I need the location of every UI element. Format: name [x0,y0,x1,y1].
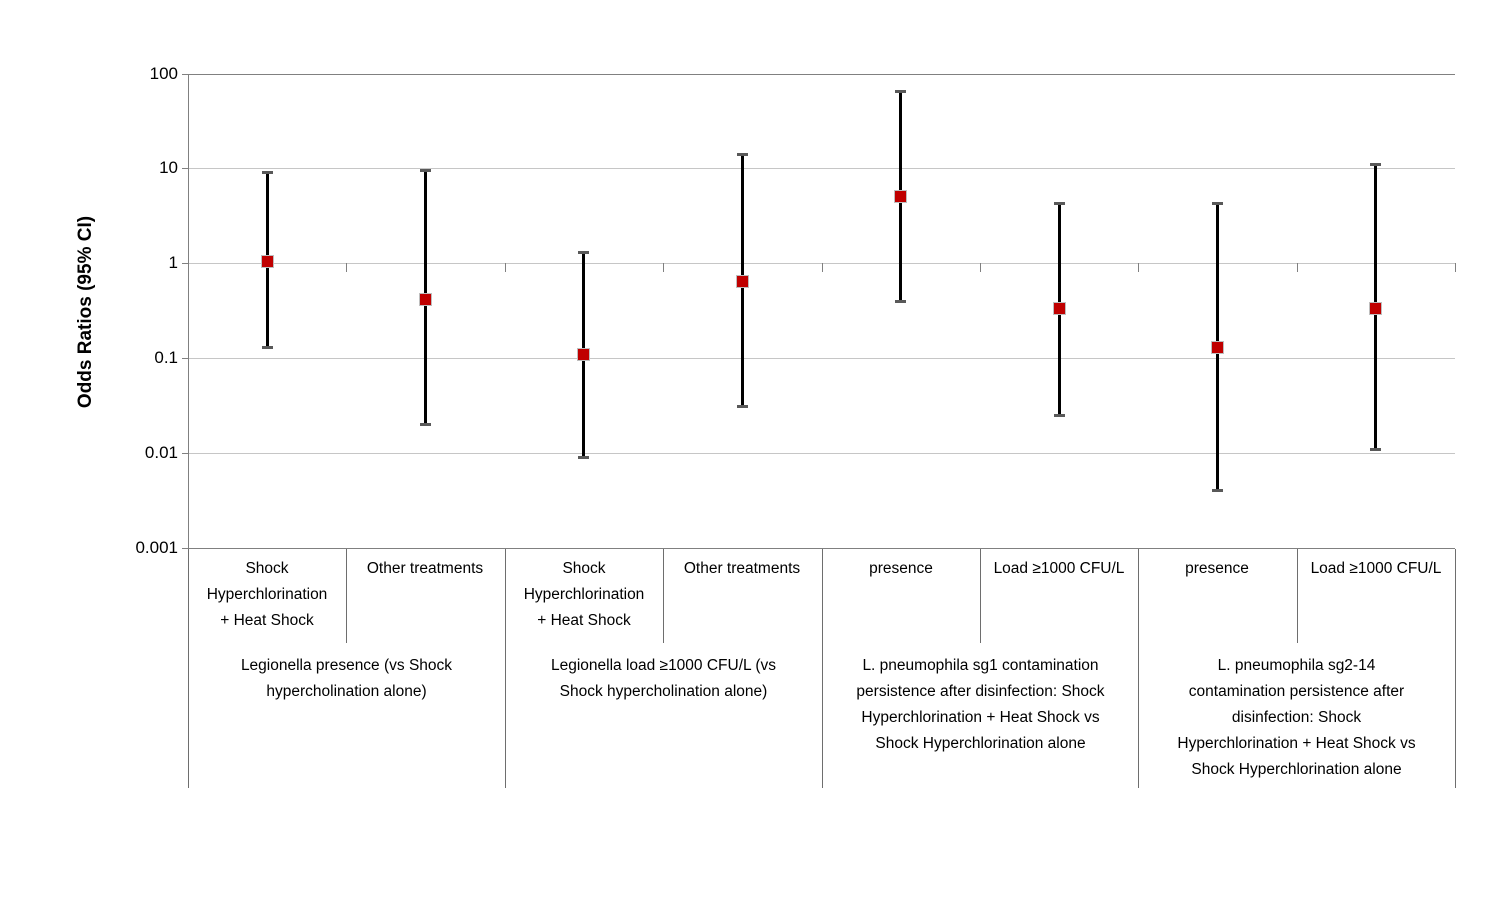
gridline [188,453,1455,454]
ci-cap-top [737,153,748,156]
odds-ratio-marker [736,275,749,288]
category-divider [980,549,981,643]
ci-cap-top [1370,163,1381,166]
y-tick-label: 10 [159,158,178,177]
category-axis-tick [1297,263,1298,272]
odds-ratio-marker [577,348,590,361]
category-divider [663,549,664,643]
ci-cap-bottom [895,300,906,303]
category-label: Load ≥1000 CFU/L [1310,560,1442,577]
odds-ratio-marker [894,190,907,203]
group-divider [1455,549,1456,788]
gridline [188,358,1455,359]
ci-cap-top [262,171,273,174]
plot-top-border [188,74,1455,75]
y-axis-tick [182,168,188,169]
category-axis-tick [663,263,664,272]
group-divider [505,549,506,788]
gridline [188,168,1455,169]
odds-ratio-marker [1053,302,1066,315]
ci-cap-top [895,90,906,93]
group-label: L. pneumophila sg1 contamination persist… [856,657,1105,752]
group-divider [188,549,189,788]
category-label: Load ≥1000 CFU/L [993,560,1125,577]
ci-cap-top [1054,202,1065,205]
y-axis-line [188,74,189,550]
y-tick-label: 1 [168,253,178,272]
y-axis-tick [182,263,188,264]
category-label: presence [869,560,933,577]
category-axis-tick [1455,263,1456,272]
odds-ratio-marker [1211,341,1224,354]
group-divider [822,549,823,788]
ci-cap-bottom [1370,448,1381,451]
x-axis-line [188,548,1455,549]
y-axis-tick [182,548,188,549]
category-axis-tick [505,263,506,272]
group-label: Legionella presence (vs Shock hypercholi… [240,657,453,700]
category-axis-tick [1138,263,1139,272]
y-tick-label: 100 [149,64,178,83]
ci-cap-top [420,169,431,172]
ci-cap-bottom [578,456,589,459]
category-label: Other treatments [366,560,484,577]
group-divider [1138,549,1139,788]
y-axis-title: Odds Ratios (95% CI) [75,215,96,409]
y-axis-tick [182,358,188,359]
odds-ratio-marker [1369,302,1382,315]
y-tick-label: 0.01 [144,443,178,462]
ci-cap-bottom [1054,414,1065,417]
ci-cap-top [578,251,589,254]
y-tick-label: 0.1 [154,348,178,367]
category-label: Shock Hyperchlorination + Heat Shock [523,560,645,629]
category-label: Other treatments [683,560,801,577]
category-label: presence [1185,560,1249,577]
category-divider [1297,549,1298,643]
category-axis-tick [980,263,981,272]
ci-cap-bottom [420,423,431,426]
y-axis-tick [182,74,188,75]
category-axis-tick [822,263,823,272]
odds-ratio-marker [261,255,274,268]
category-label: Shock Hyperchlorination + Heat Shock [206,560,328,629]
ci-cap-top [1212,202,1223,205]
gridline [188,263,1455,264]
category-axis-tick [346,263,347,272]
ci-cap-bottom [737,405,748,408]
y-axis-tick [182,453,188,454]
odds-ratio-marker [419,293,432,306]
y-tick-label: 0.001 [135,538,178,557]
ci-cap-bottom [262,346,273,349]
group-label: L. pneumophila sg2-14 contamination pers… [1177,657,1416,778]
group-label: Legionella load ≥1000 CFU/L (vs Shock hy… [550,657,777,700]
ci-cap-bottom [1212,489,1223,492]
category-divider [346,549,347,643]
